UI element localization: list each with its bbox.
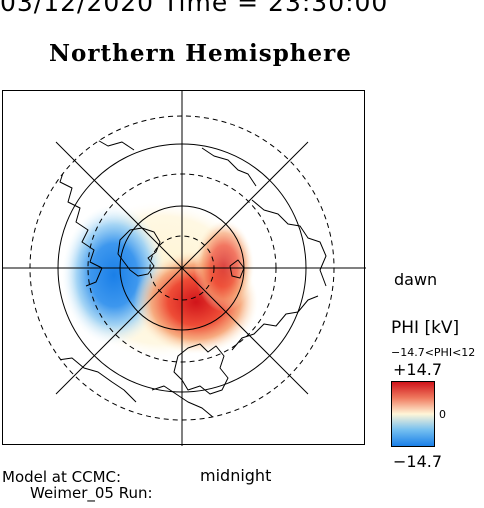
canada-arctic-coast — [51, 159, 103, 287]
colorbar-zero-label: 0 — [439, 408, 446, 421]
positive-potential-lobe — [194, 220, 254, 312]
meridians — [2, 90, 366, 446]
arctic-islands-coast — [201, 147, 257, 187]
colorbar-quantity: PHI [kV] — [391, 318, 460, 338]
coastlines — [30, 133, 327, 420]
model-label: Model at CCMC: — [2, 468, 122, 486]
scandinavia-coast — [173, 343, 229, 395]
run-label: Weimer_05 Run: — [30, 484, 153, 502]
siberia-coast — [251, 199, 327, 287]
svalbard-coast — [229, 259, 245, 279]
europe-coast — [151, 385, 255, 420]
colorbar-min-label: −14.7 — [393, 452, 443, 471]
potential-pattern — [62, 200, 258, 360]
meridian-diagonal-2 — [55, 141, 309, 395]
midnight-label: midnight — [200, 466, 272, 485]
greenland-coast — [117, 227, 161, 277]
polar-map — [2, 90, 366, 446]
date-time-header: 03/12/2020 Time = 23:30:00 — [0, 0, 389, 17]
dawn-label: dawn — [394, 270, 438, 289]
colorbar-max-label: +14.7 — [393, 360, 443, 379]
plot-title: Northern Hemisphere — [49, 40, 352, 67]
colorbar-range: −14.7<PHI<12 — [391, 346, 476, 359]
colorbar — [391, 381, 435, 447]
